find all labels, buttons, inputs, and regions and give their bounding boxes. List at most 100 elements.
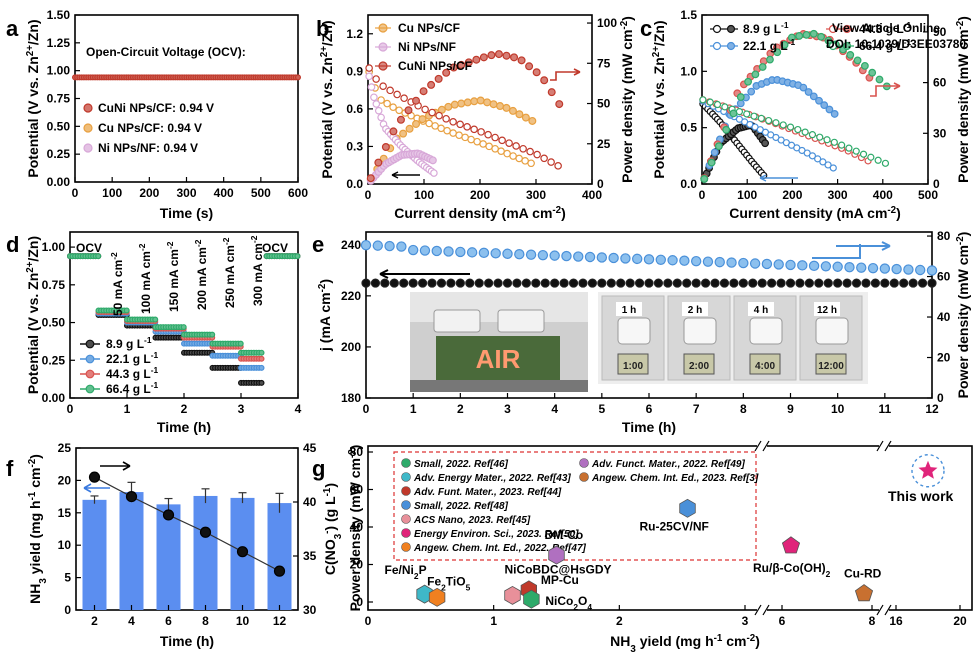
panel-b-polarization-point — [463, 123, 471, 131]
panel-e-current-point — [380, 278, 390, 288]
panel-f-y-tick-label: 10 — [58, 538, 72, 552]
panel-e-y2-tick-label: 0 — [937, 391, 944, 405]
panel-c-polarization-point — [699, 96, 707, 104]
panel-e-current-point — [446, 278, 456, 288]
panel-d-point — [258, 355, 265, 362]
panel-e-current-point — [540, 278, 550, 288]
panel-c-power-point — [860, 61, 869, 70]
panel-b-power-point — [483, 98, 492, 107]
panel-b-polarization-point — [547, 158, 555, 166]
panel-b-polarization-point — [456, 120, 464, 129]
panel-e-power-point — [431, 245, 442, 257]
panel-c-polarization-point — [808, 131, 817, 139]
panel-b-power-point — [532, 68, 541, 77]
panel-c-x-tick-label: 400 — [873, 188, 893, 202]
panel-c-power-point — [875, 75, 884, 84]
panel-e-inset-tag-text: 2 h — [688, 305, 702, 316]
panel-g-reference-label: Adv. Energy Mater., 2022. Ref[43] — [413, 473, 571, 484]
panel-g-y-tick-label: 20 — [350, 558, 364, 572]
panel-a-ocv-point — [295, 74, 302, 81]
panel-f-x-tick-label: 6 — [165, 614, 172, 628]
panel-e-power-point — [655, 254, 666, 265]
panel-e-inset-tag — [748, 302, 774, 316]
panel-e-x-tick-label: 5 — [598, 402, 605, 416]
panel-c-y-tick-label: 0.5 — [680, 121, 697, 135]
panel-a-y-tick-label: 0.00 — [47, 175, 71, 189]
panel-b-power-point — [489, 100, 498, 109]
panel-b-label: b — [316, 16, 329, 41]
panel-e-power-point — [879, 263, 891, 274]
panel-b-polarization-point — [449, 118, 457, 126]
panel-e-power-point — [702, 256, 714, 267]
panel-e-y-tick-label: 220 — [341, 289, 361, 303]
panel-e-current-point — [908, 278, 918, 288]
panel-e-current-point — [823, 278, 833, 288]
panel-e-current-point — [389, 278, 399, 288]
panel-d-point — [258, 349, 265, 356]
panel-g-point — [504, 585, 521, 605]
panel-e-x-tick-label: 4 — [551, 402, 558, 416]
panel-e-inset-tag-text: 4 h — [754, 305, 768, 316]
panel-e-power-point — [761, 258, 773, 270]
panel-d-y-tick-label: 0.00 — [42, 391, 66, 405]
panel-b-x-tick-label: 300 — [526, 188, 546, 202]
panel-c-y2-tick-label: 30 — [933, 126, 947, 140]
panel-g-axis-break-top — [879, 440, 889, 452]
panel-d-legend-marker — [85, 369, 95, 379]
panel-b-power-point — [525, 62, 534, 71]
panel-e-current-point — [776, 278, 786, 288]
panel-e-power-point — [749, 258, 761, 269]
panel-g-axis-break-top — [757, 440, 767, 452]
panel-b-power-point — [463, 98, 472, 107]
panel-b-polarization-point — [377, 113, 385, 122]
panel-d-x-tick-label: 3 — [238, 402, 245, 416]
panel-b-power-point — [521, 113, 530, 122]
panel-b-power-point — [540, 76, 549, 85]
panel-d-y-tick-label: 1.00 — [42, 240, 66, 254]
panel-c-y2label: Power density (mW cm-2) — [955, 16, 972, 183]
panel-b-polarization-point — [386, 86, 394, 95]
panel-e-inset-clock — [749, 353, 781, 375]
panel-g-y-tick-label: 60 — [350, 483, 364, 497]
panel-b-polarization-point — [533, 150, 541, 159]
panel-e-power-point — [360, 239, 372, 251]
panel-c-legend-label: 66.4 g L-1 — [859, 37, 911, 53]
panel-e-current-point — [559, 278, 569, 288]
panel-b-polarization-point — [372, 75, 380, 83]
panel-e-current-point — [757, 278, 767, 288]
panel-g-reference-marker — [401, 514, 411, 524]
panel-b-y2-tick-label: 50 — [597, 97, 611, 111]
panel-b-power-point — [442, 68, 451, 77]
panel-e-label: e — [312, 232, 324, 257]
panel-e-x-tick-label: 3 — [504, 402, 511, 416]
panel-b-polarization-point — [526, 147, 534, 156]
panel-a-y-tick-label: 0.25 — [47, 147, 71, 161]
panel-e-current-point — [672, 278, 682, 288]
panel-e-power-point — [856, 262, 867, 273]
panel-c-label: c — [640, 16, 652, 41]
panel-g-x-tick-label: 16 — [889, 614, 903, 628]
panel-b-power-point — [381, 143, 390, 152]
panel-g-reference-marker — [401, 486, 411, 496]
panel-b-polarization-point — [372, 100, 381, 108]
panel-e-inset-clock-text: 4:00 — [755, 361, 775, 372]
panel-c-x-tick-label: 200 — [782, 188, 802, 202]
panel-d-step-label-ocv-end: OCV — [262, 241, 288, 255]
panel-g-x-tick-label: 20 — [953, 614, 967, 628]
panel-b-polarization-point — [519, 144, 527, 153]
panel-c-polarization-point — [750, 112, 758, 120]
panel-e-current-point — [399, 278, 409, 288]
panel-a-x-tick-label: 400 — [214, 186, 234, 200]
panel-e-current-point — [436, 278, 447, 288]
panel-c-power-point — [751, 70, 760, 79]
panel-f-y-tick-label: 5 — [64, 571, 71, 585]
panel-b-power-point — [399, 129, 408, 138]
panel-g-frame — [367, 445, 973, 611]
panel-e-inset-tag — [616, 302, 642, 316]
panel-e-power-point — [797, 260, 808, 271]
panel-c-power-point — [787, 33, 796, 42]
panel-d-point — [237, 340, 244, 347]
panel-e-power-point — [773, 259, 784, 270]
panel-e-current-point — [738, 278, 748, 288]
panel-e-x-tick-label: 7 — [693, 402, 700, 416]
